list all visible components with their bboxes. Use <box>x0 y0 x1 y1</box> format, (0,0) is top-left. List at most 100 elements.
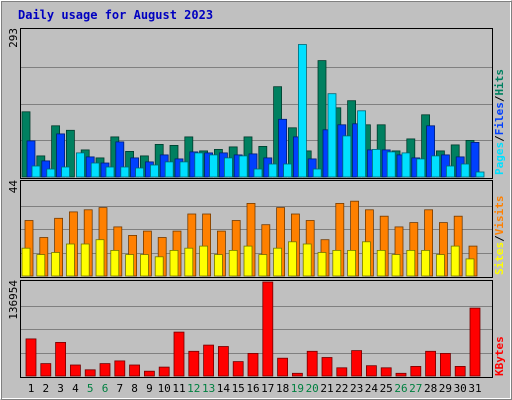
bar-sites-day-11 <box>169 249 179 277</box>
bar-kbytes-day-19 <box>291 372 303 377</box>
bar-sites-day-9 <box>139 254 149 277</box>
bar-kbytes-day-6 <box>99 363 111 377</box>
bar-pages-day-15 <box>238 155 248 178</box>
day-label-31: 31 <box>468 382 481 395</box>
bars <box>21 44 485 377</box>
bar-files-day-16 <box>248 153 258 178</box>
day-label-24: 24 <box>365 382 379 395</box>
bar-sites-day-15 <box>228 249 238 277</box>
bar-kbytes-day-25 <box>380 367 392 377</box>
bar-sites-day-23 <box>347 249 357 277</box>
bar-kbytes-day-15 <box>232 361 244 377</box>
day-label-23: 23 <box>350 382 363 395</box>
bar-pages-day-19 <box>297 44 307 178</box>
bar-sites-day-20 <box>302 243 312 277</box>
day-label-22: 22 <box>335 382 348 395</box>
bar-pages-day-5 <box>90 162 100 178</box>
day-label-29: 29 <box>439 382 452 395</box>
chart-title: Daily usage for August 2023 <box>18 8 213 22</box>
bar-sites-day-2 <box>36 254 46 277</box>
day-label-9: 9 <box>146 382 153 395</box>
bar-kbytes-day-9 <box>143 370 155 377</box>
bar-pages-day-10 <box>164 161 174 178</box>
bar-pages-day-31 <box>475 171 485 178</box>
day-label-21: 21 <box>320 382 333 395</box>
bar-kbytes-day-2 <box>40 363 52 377</box>
day-label-3: 3 <box>57 382 64 395</box>
day-label-11: 11 <box>172 382 185 395</box>
bar-files-day-18 <box>278 118 288 178</box>
bar-pages-day-20 <box>312 168 322 178</box>
bar-files-day-1 <box>26 140 36 178</box>
day-label-25: 25 <box>380 382 393 395</box>
bar-kbytes-day-10 <box>158 366 170 377</box>
legend-entry-separator: / <box>493 95 506 102</box>
day-label-20: 20 <box>306 382 319 395</box>
legend-hits-files-pages: Pages/Files/Hits <box>493 69 506 175</box>
bar-pages-day-13 <box>209 154 219 178</box>
panel-visits-frame <box>20 180 493 278</box>
bar-pages-day-21 <box>327 93 337 178</box>
day-label-4: 4 <box>72 382 79 395</box>
bar-sites-day-12 <box>184 247 194 277</box>
bar-sites-day-30 <box>450 245 460 277</box>
bar-kbytes-day-27 <box>410 365 422 377</box>
bar-sites-day-14 <box>213 254 223 277</box>
legend-kbytes: KBytes <box>493 336 506 376</box>
bar-sites-day-17 <box>258 254 268 277</box>
bar-pages-day-29 <box>445 165 455 178</box>
bar-sites-day-28 <box>421 249 431 277</box>
bar-kbytes-day-1 <box>25 338 37 377</box>
day-label-26: 26 <box>394 382 407 395</box>
bar-files-day-7 <box>115 141 125 178</box>
bar-pages-day-12 <box>194 152 204 178</box>
bar-pages-day-9 <box>149 164 159 178</box>
bar-pages-day-17 <box>268 163 278 178</box>
day-label-28: 28 <box>424 382 437 395</box>
bar-pages-day-6 <box>105 166 115 178</box>
bar-kbytes-day-17 <box>262 281 274 377</box>
bar-sites-day-1 <box>21 247 31 277</box>
day-label-16: 16 <box>246 382 259 395</box>
day-label-30: 30 <box>454 382 467 395</box>
bar-pages-day-27 <box>416 158 426 178</box>
bar-kbytes-day-13 <box>203 344 215 377</box>
bar-kbytes-day-22 <box>336 367 348 377</box>
day-label-27: 27 <box>409 382 422 395</box>
bar-kbytes-day-26 <box>395 372 407 377</box>
bar-sites-day-24 <box>361 241 371 277</box>
bar-pages-day-7 <box>120 166 130 178</box>
bar-pages-day-22 <box>342 135 352 178</box>
bar-kbytes-day-4 <box>70 364 81 377</box>
legend-entry-sites: Sites <box>493 242 506 275</box>
day-label-6: 6 <box>102 382 109 395</box>
bar-pages-day-26 <box>401 152 411 178</box>
bar-kbytes-day-23 <box>351 350 363 377</box>
bar-kbytes-day-31 <box>469 307 481 377</box>
bar-kbytes-day-8 <box>129 364 141 377</box>
day-label-2: 2 <box>42 382 49 395</box>
legend-entry-hits: Hits <box>493 69 506 96</box>
bar-sites-day-16 <box>243 245 253 277</box>
legend-entry-files: Files <box>493 102 506 135</box>
legend-entry-visits: Visits <box>493 196 506 236</box>
day-label-10: 10 <box>158 382 171 395</box>
bar-sites-day-7 <box>110 249 120 277</box>
bar-pages-day-14 <box>223 157 233 178</box>
bar-files-day-28 <box>426 125 436 178</box>
bar-files-day-20 <box>307 158 317 178</box>
bar-kbytes-day-21 <box>321 357 333 377</box>
bar-sites-day-13 <box>199 245 209 277</box>
bar-sites-day-6 <box>95 239 105 277</box>
panel-hits-frame <box>20 28 493 179</box>
bar-sites-day-4 <box>66 243 75 277</box>
day-label-7: 7 <box>116 382 123 395</box>
bar-pages-day-11 <box>179 161 189 178</box>
day-label-19: 19 <box>291 382 304 395</box>
bar-sites-day-8 <box>125 254 134 277</box>
day-label-5: 5 <box>87 382 94 395</box>
legend-entry-separator: / <box>493 235 506 242</box>
bar-pages-day-30 <box>460 163 470 178</box>
